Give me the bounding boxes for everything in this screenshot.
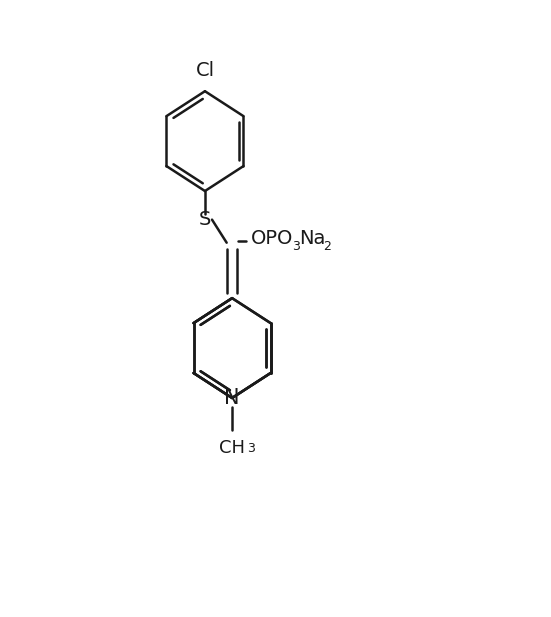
Text: 3: 3 (292, 240, 300, 253)
Text: Cl: Cl (196, 61, 214, 80)
Text: 2: 2 (323, 240, 331, 253)
Text: N: N (224, 388, 240, 408)
Text: S: S (199, 210, 211, 229)
Text: 3: 3 (247, 442, 255, 455)
Text: Na: Na (299, 229, 326, 248)
Text: OPO: OPO (251, 229, 294, 248)
Text: CH: CH (219, 439, 245, 457)
